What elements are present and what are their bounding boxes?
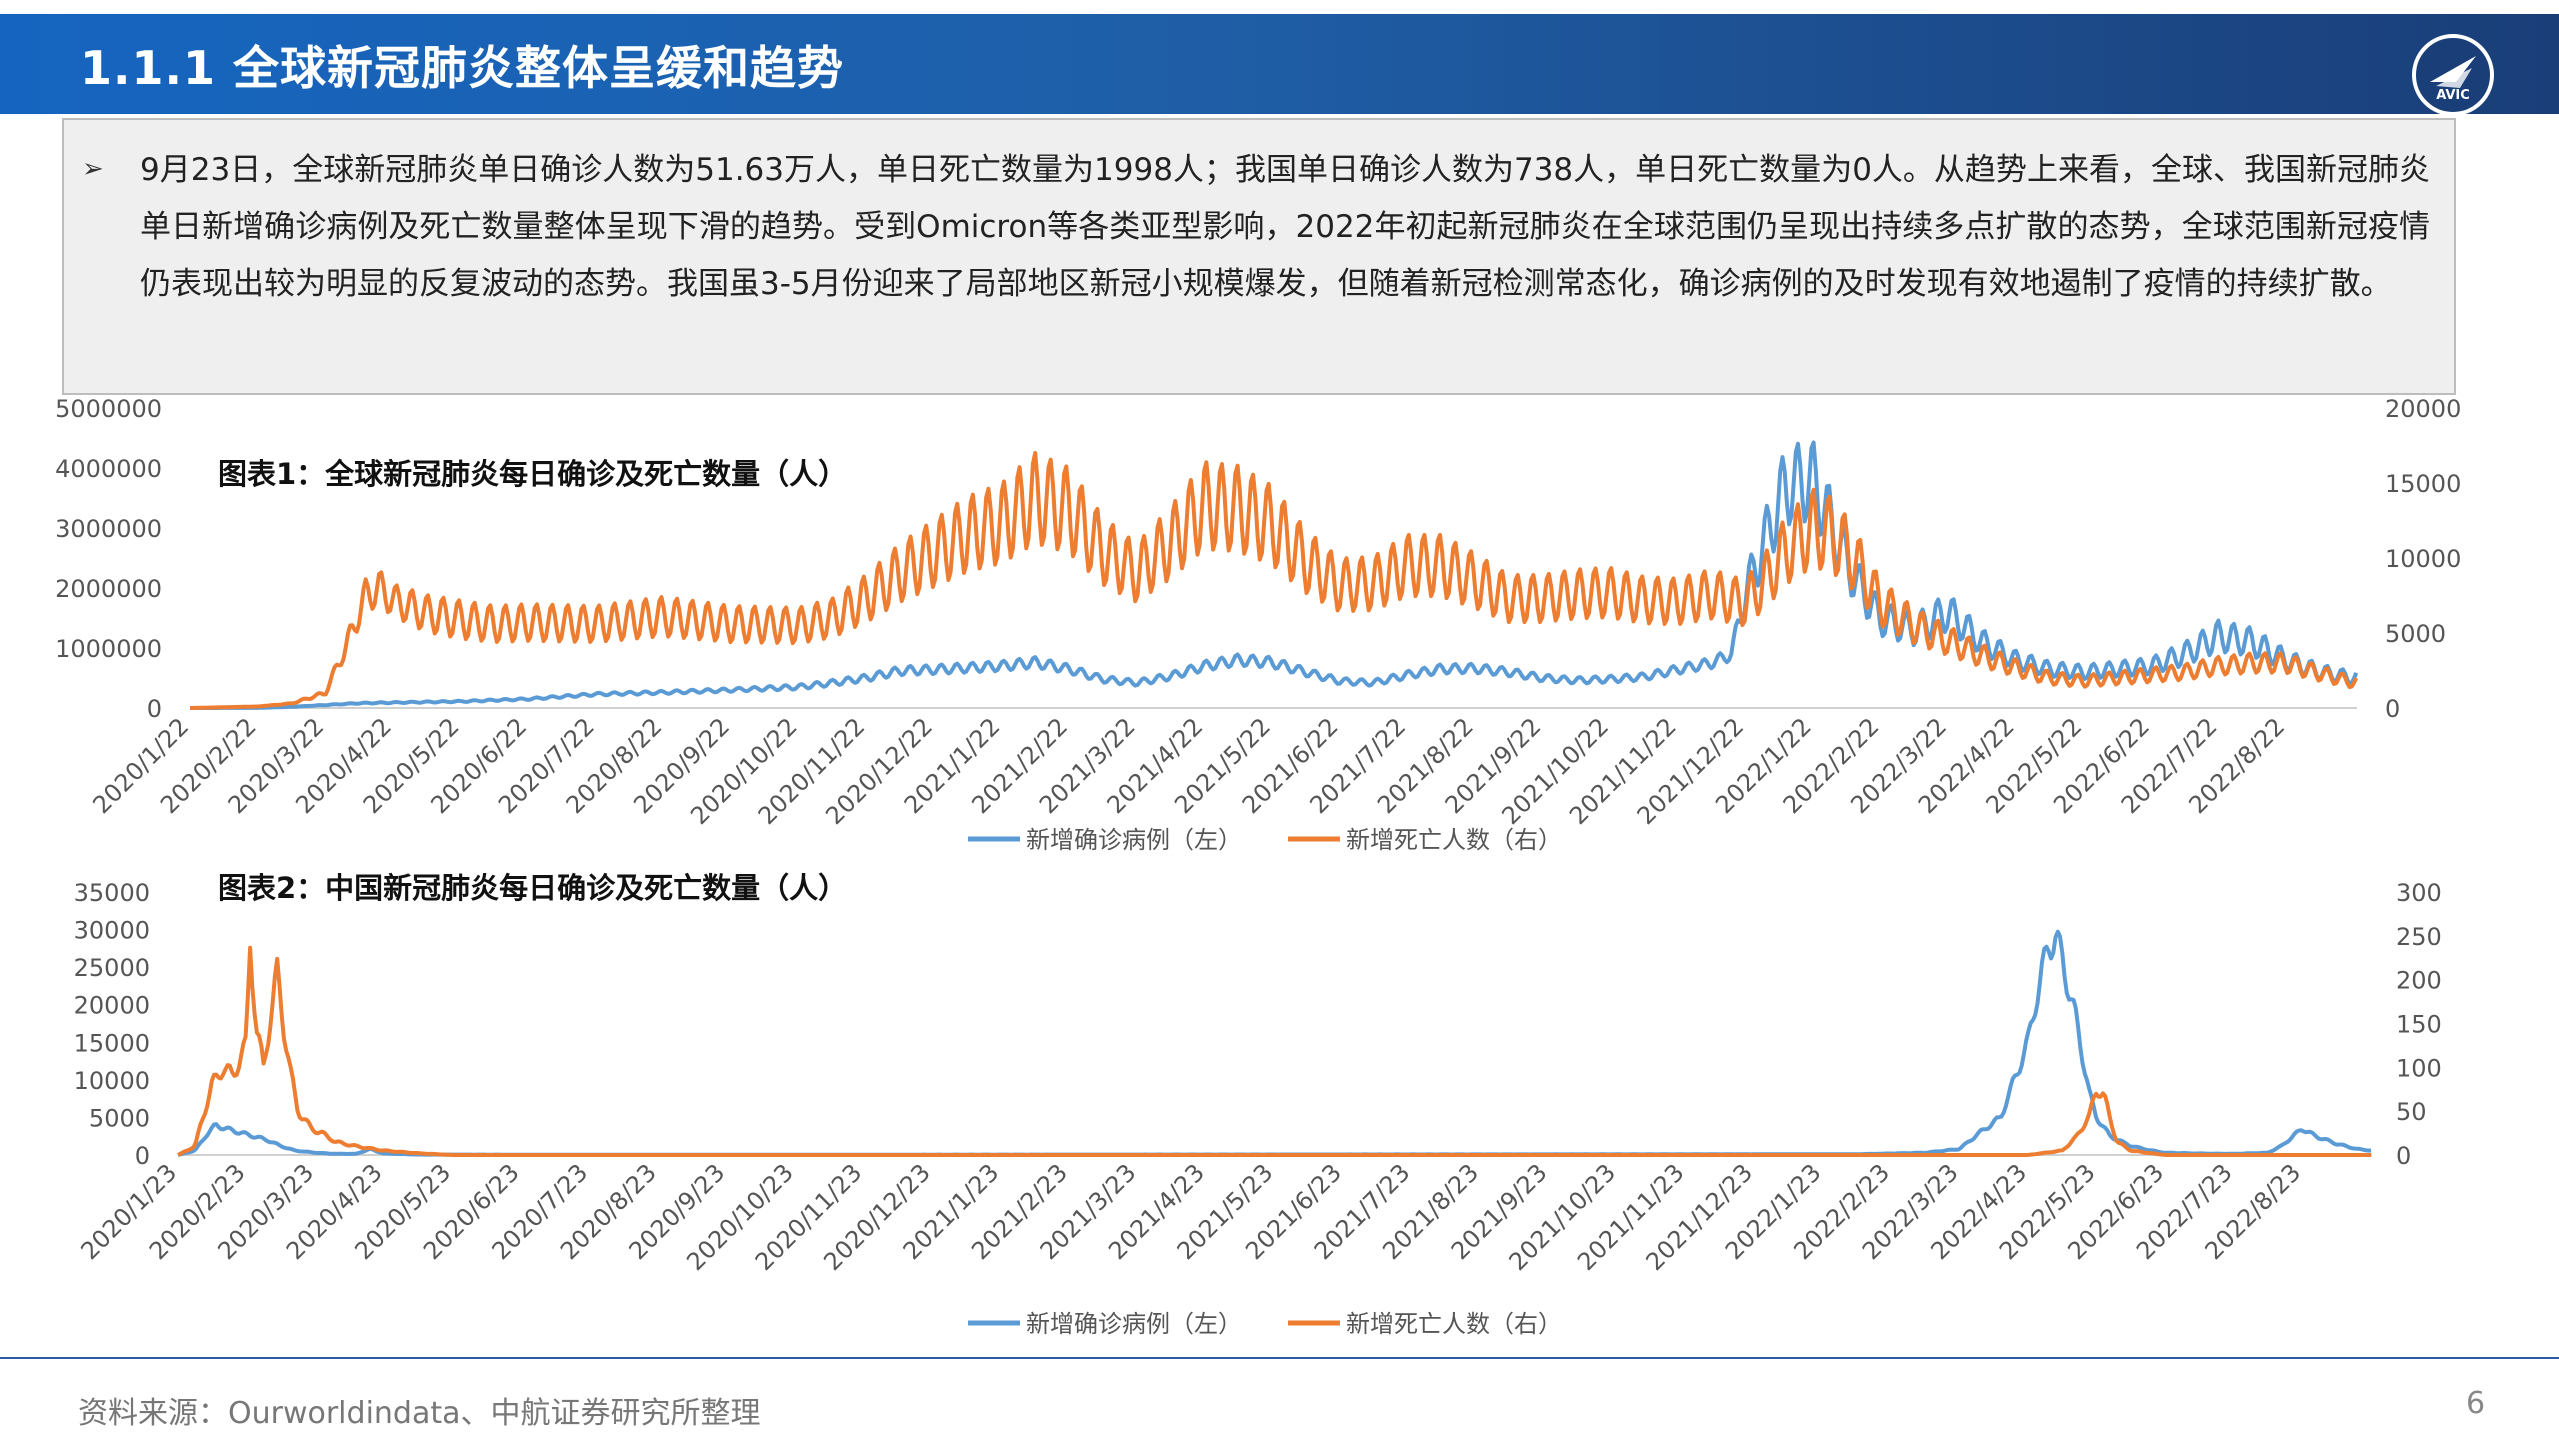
china-cases-deaths-chart: 图表2：中国新冠肺炎每日确诊及死亡数量（人） 0 5000 10000 15000 200… <box>74 871 2442 1338</box>
y-left-tick-label: 15000 <box>74 1029 150 1057</box>
y-left-tick-label: 30000 <box>74 917 150 945</box>
plane-icon <box>2430 56 2476 88</box>
legend-label: 新增确诊病例（左） <box>1026 826 1242 854</box>
y-left-tick-label: 0 <box>147 695 162 723</box>
y-left-tick-label: 2000000 <box>55 575 162 603</box>
legend-label: 新增死亡人数（右） <box>1346 826 1562 854</box>
y-right-tick-label: 0 <box>2385 695 2400 723</box>
header-bar: 1.1.1 全球新冠肺炎整体呈缓和趋势 AVIC <box>0 14 2559 116</box>
page-title: 1.1.1 全球新冠肺炎整体呈缓和趋势 <box>80 41 844 95</box>
y-right-tick-label: 15000 <box>2385 470 2461 498</box>
y-left-tick-label: 5000000 <box>55 398 162 423</box>
global-cases-deaths-chart: 图表1：全球新冠肺炎每日确诊及死亡数量（人） 0 1000000 2000000 300… <box>55 398 2461 854</box>
y-right-tick-label: 5000 <box>2385 620 2446 648</box>
legend-label: 新增死亡人数（右） <box>1346 1310 1562 1338</box>
bullet-icon: ➢ <box>82 154 104 184</box>
y-right-tick-label: 300 <box>2396 879 2442 907</box>
series-deaths-line <box>177 945 2372 1157</box>
y-left-tick-label: 3000000 <box>55 515 162 543</box>
y-right-tick-label: 0 <box>2396 1142 2411 1170</box>
series-cases-line <box>177 929 2372 1157</box>
y-right-tick-label: 50 <box>2396 1098 2427 1126</box>
chart-title: 图表1：全球新冠肺炎每日确诊及死亡数量（人） <box>218 457 847 491</box>
y-left-tick-label: 10000 <box>74 1067 150 1095</box>
y-right-tick-label: 10000 <box>2385 545 2461 573</box>
summary-text: 9月23日，全球新冠肺炎单日确诊人数为51.63万人，单日死亡数量为1998人；… <box>140 152 2430 302</box>
y-right-tick-label: 150 <box>2396 1011 2442 1039</box>
source-note: 资料来源：Ourworldindata、中航证券研究所整理 <box>78 1396 761 1431</box>
chart-title: 图表2：中国新冠肺炎每日确诊及死亡数量（人） <box>218 871 847 905</box>
y-left-tick-label: 1000000 <box>55 635 162 663</box>
footer-divider <box>0 1357 2559 1359</box>
y-left-tick-label: 20000 <box>74 992 150 1020</box>
series-cases-line <box>190 440 2359 710</box>
y-left-tick-label: 5000 <box>89 1104 150 1132</box>
legend-label: 新增确诊病例（左） <box>1026 1310 1242 1338</box>
summary-box: ➢ 9月23日，全球新冠肺炎单日确诊人数为51.63万人，单日死亡数量为1998… <box>62 118 2456 395</box>
y-right-tick-label: 100 <box>2396 1054 2442 1082</box>
y-left-tick-label: 0 <box>135 1142 150 1170</box>
y-right-tick-label: 250 <box>2396 923 2442 951</box>
series-deaths-line <box>190 451 2359 710</box>
avic-logo: AVIC <box>2412 34 2494 116</box>
y-right-tick-label: 20000 <box>2385 398 2461 423</box>
logo-text: AVIC <box>2436 88 2470 103</box>
y-left-tick-label: 25000 <box>74 954 150 982</box>
y-left-tick-label: 4000000 <box>55 455 162 483</box>
y-left-tick-label: 35000 <box>74 879 150 907</box>
y-right-tick-label: 200 <box>2396 967 2442 995</box>
page-number: 6 <box>2466 1386 2486 1421</box>
